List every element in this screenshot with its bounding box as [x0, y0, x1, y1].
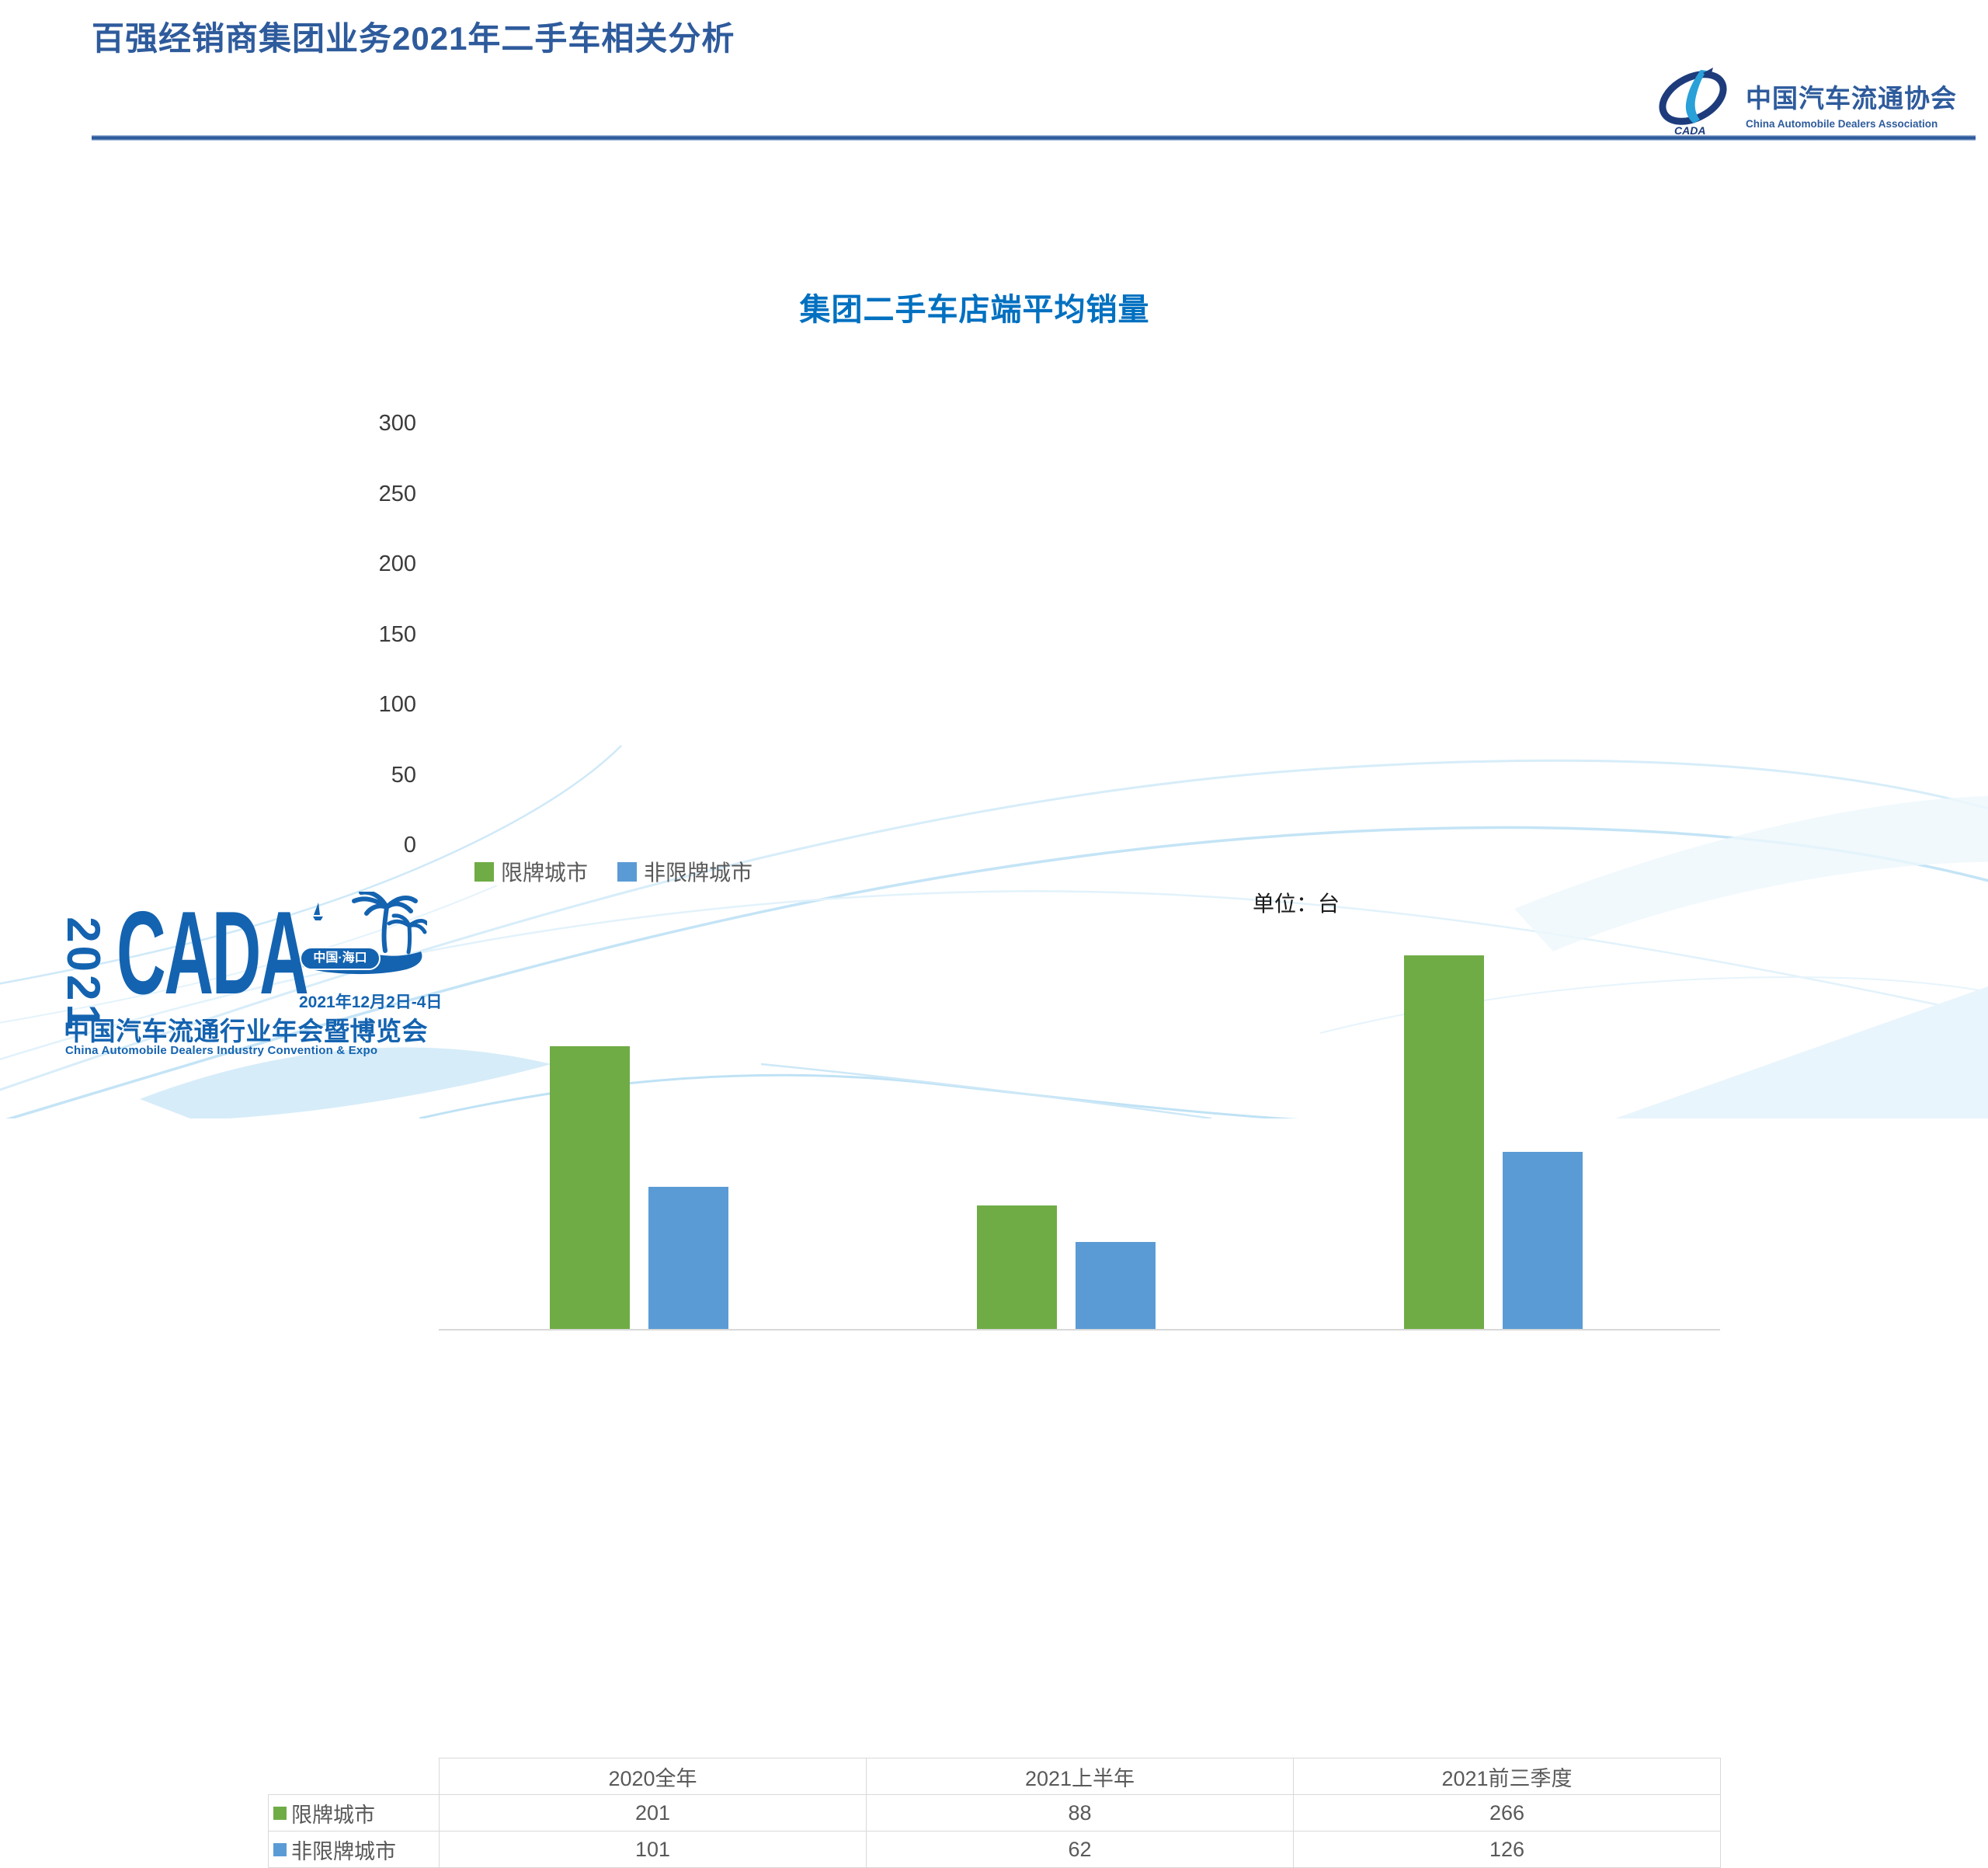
chart-legend: 限牌城市 非限牌城市	[474, 856, 1988, 887]
y-tick-label-50: 50	[391, 762, 416, 788]
y-tick-label-300: 300	[378, 411, 416, 436]
table-row: 非限牌城市 101 62 126	[268, 1831, 1721, 1868]
table-value-cell: 266	[1293, 1794, 1721, 1831]
table-category-header: 2021上半年	[866, 1758, 1294, 1795]
table-header-row: 2020全年 2021上半年 2021前三季度	[269, 1758, 1721, 1795]
legend-item-限牌城市: 限牌城市	[474, 856, 588, 887]
chart-data-table: 2020全年 2021上半年 2021前三季度 限牌城市 201 88 266 非限牌城市 10…	[268, 1758, 1721, 1868]
event-acronym: CADA	[116, 887, 309, 1019]
legend-item-非限牌城市: 非限牌城市	[617, 856, 752, 887]
chart-title: 集团二手车店端平均销量	[799, 293, 1150, 327]
table-corner-cell	[269, 1758, 440, 1795]
table-value-cell: 101	[439, 1831, 867, 1868]
table-value-cell: 88	[866, 1794, 1294, 1831]
org-name-en: China Automobile Dealers Association	[1746, 118, 1938, 130]
sailboat-icon	[313, 903, 323, 920]
bar-非限牌城市-2021前三季度	[1503, 1151, 1583, 1329]
title-divider	[92, 135, 1976, 141]
event-name-en: China Automobile Dealers Industry Conven…	[65, 1044, 378, 1057]
table-value-cell: 201	[439, 1794, 867, 1831]
page-title: 百强经销商集团业务2021年二手车相关分析	[92, 20, 735, 57]
table-category-header: 2020全年	[439, 1758, 867, 1795]
y-tick-label-200: 200	[378, 551, 416, 576]
series-swatch-icon	[273, 1842, 287, 1856]
legend-label: 非限牌城市	[644, 861, 753, 885]
legend-swatch-icon	[617, 861, 638, 882]
org-name-cn: 中国汽车流通协会	[1746, 84, 1957, 113]
bar-限牌城市-2021前三季度	[1404, 955, 1484, 1329]
y-tick-label-250: 250	[378, 481, 416, 506]
island-palms-icon	[300, 892, 427, 975]
table-category-header: 2021前三季度	[1293, 1758, 1721, 1795]
table-value-cell: 62	[866, 1831, 1294, 1868]
org-logo: CADA 中国汽车流通协会 China Automobile Dealers A…	[1654, 65, 1980, 137]
bar-非限牌城市-2020全年	[648, 1187, 728, 1329]
event-dates: 2021年12月2日-4日	[299, 993, 443, 1011]
table-series-label: 非限牌城市	[268, 1831, 440, 1868]
y-tick-label-0: 0	[403, 833, 416, 857]
table-value-cell: 126	[1293, 1831, 1721, 1868]
location-badge: 中国·海口	[300, 947, 381, 970]
bar-chart-plot-area	[439, 907, 1720, 1331]
y-tick-label-100: 100	[378, 692, 416, 717]
legend-label: 限牌城市	[501, 861, 589, 885]
cada-emblem-icon: CADA	[1659, 68, 1727, 137]
y-tick-label-150: 150	[378, 621, 416, 647]
event-name-cn: 中国汽车流通行业年会暨博览会	[64, 1017, 428, 1045]
bar-限牌城市-2020全年	[550, 1046, 630, 1329]
bar-非限牌城市-2021上半年	[1076, 1241, 1156, 1329]
bar-限牌城市-2021上半年	[977, 1205, 1057, 1329]
table-row: 限牌城市 201 88 266	[268, 1794, 1721, 1831]
table-series-label: 限牌城市	[268, 1794, 440, 1831]
y-axis: 300 250 200 150 100 50 0	[308, 411, 416, 857]
series-swatch-icon	[273, 1806, 287, 1820]
palm-tree-small-icon	[387, 913, 427, 955]
cada-emblem-text: CADA	[1674, 124, 1705, 137]
legend-swatch-icon	[474, 861, 494, 882]
